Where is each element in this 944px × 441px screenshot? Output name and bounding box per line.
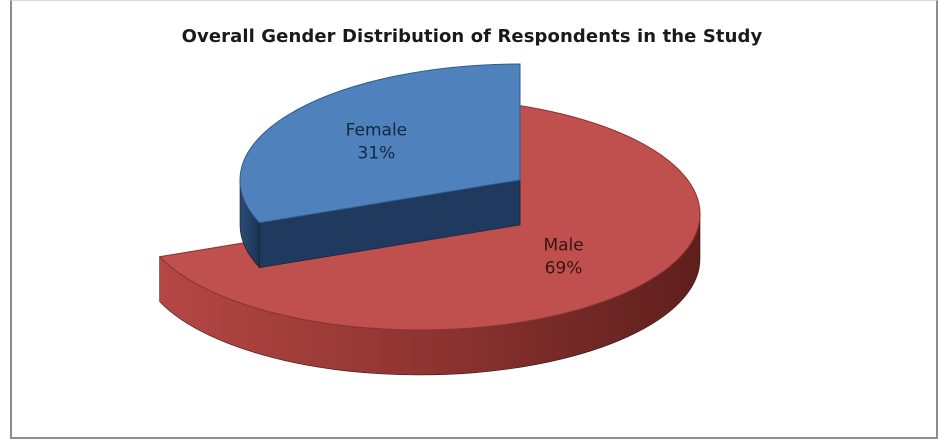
pie-label-male-category: Male xyxy=(543,235,583,255)
pie-label-female-value: 31% xyxy=(358,144,396,164)
pie-label-male-value: 69% xyxy=(545,258,583,278)
pie-label-female-category: Female xyxy=(346,121,407,141)
chart-title: Overall Gender Distribution of Responden… xyxy=(181,26,763,47)
pie-slice-female xyxy=(239,63,521,224)
